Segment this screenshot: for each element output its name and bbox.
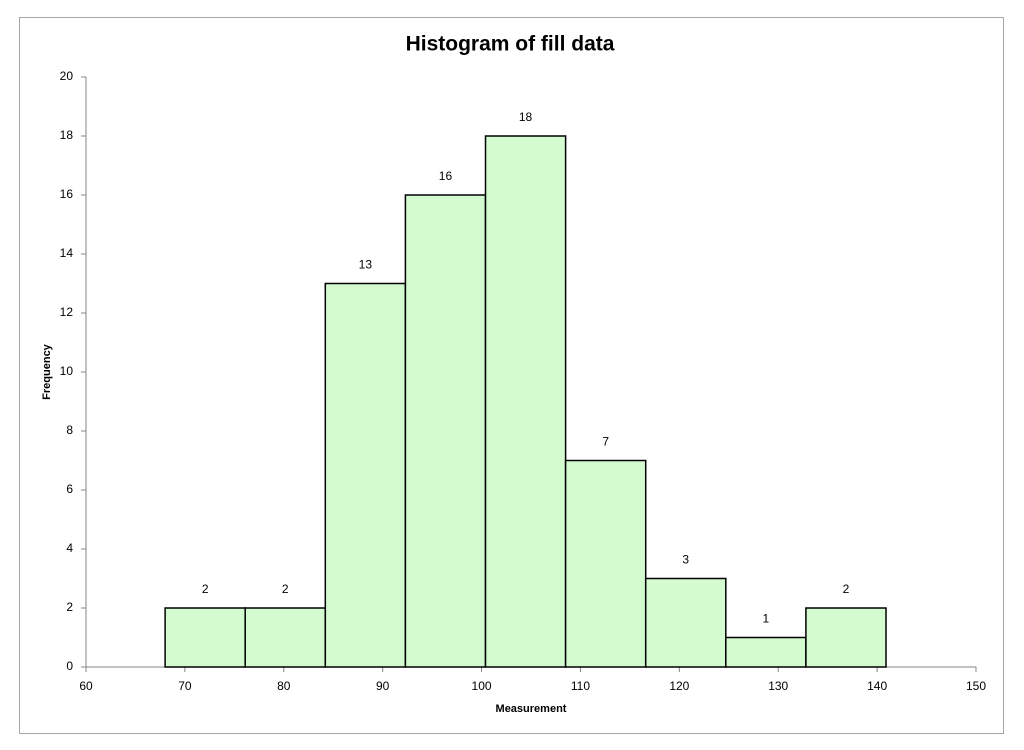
x-tick-label: 70 xyxy=(178,679,192,693)
bar xyxy=(564,459,647,668)
y-tick-label: 2 xyxy=(66,600,73,614)
x-tick-label: 140 xyxy=(867,679,887,693)
bar xyxy=(324,282,407,668)
x-tick-label: 110 xyxy=(571,679,590,693)
data-label: 13 xyxy=(359,258,373,272)
y-tick-label: 12 xyxy=(60,305,74,319)
y-tick-label: 6 xyxy=(66,482,73,496)
y-tick-label: 10 xyxy=(60,364,74,378)
data-label: 16 xyxy=(439,169,453,183)
bar xyxy=(725,636,807,668)
x-tick-label: 130 xyxy=(768,679,788,693)
x-tick-label: 100 xyxy=(472,679,492,693)
y-tick-label: 16 xyxy=(60,187,74,201)
y-tick-label: 14 xyxy=(60,246,74,260)
chart-title: Histogram of fill data xyxy=(406,33,615,56)
y-tick-label: 8 xyxy=(66,423,73,437)
data-label: 1 xyxy=(763,612,770,626)
bar xyxy=(244,607,327,668)
x-tick-label: 80 xyxy=(277,679,291,693)
x-tick-label: 90 xyxy=(376,679,390,693)
x-axis-label: Measurement xyxy=(496,703,567,715)
y-tick-label: 20 xyxy=(60,69,74,83)
y-tick-label: 0 xyxy=(66,659,73,673)
data-label: 3 xyxy=(682,553,689,567)
bar xyxy=(164,607,246,668)
data-label: 2 xyxy=(202,582,209,596)
bar xyxy=(484,135,567,668)
bar xyxy=(644,577,727,668)
data-label: 2 xyxy=(282,582,289,596)
x-tick-label: 150 xyxy=(966,679,986,693)
y-axis-label: Frequency xyxy=(41,343,53,400)
data-label: 7 xyxy=(602,435,609,449)
x-tick-label: 60 xyxy=(79,679,93,693)
y-tick-label: 4 xyxy=(66,541,73,555)
data-label: 18 xyxy=(519,110,533,124)
x-tick-label: 120 xyxy=(669,679,689,693)
y-tick-label: 18 xyxy=(60,128,74,142)
data-label: 2 xyxy=(843,582,850,596)
bar xyxy=(805,607,887,668)
bar xyxy=(404,194,487,668)
